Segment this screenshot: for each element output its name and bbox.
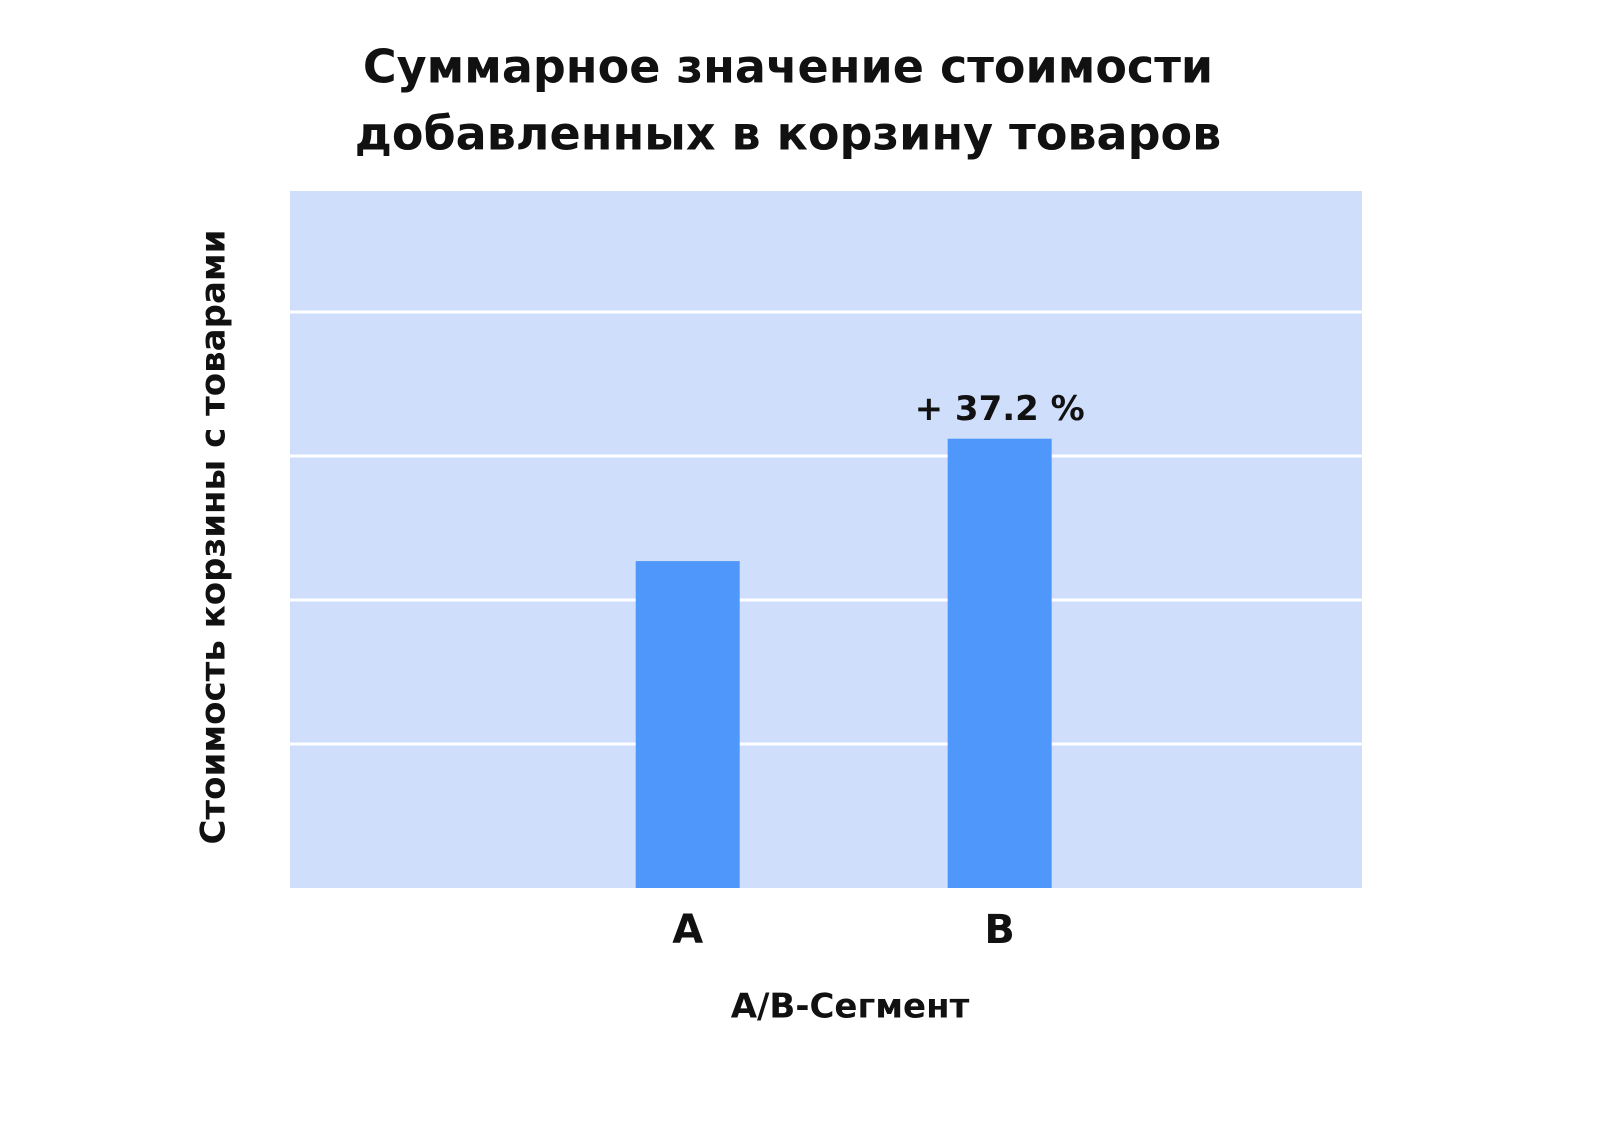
chart-title: Суммарное значение стоимости xyxy=(363,40,1213,94)
x-tick-label: A xyxy=(672,907,703,953)
annotation: + 37.2 % xyxy=(915,389,1085,429)
bar xyxy=(947,438,1052,888)
bar xyxy=(635,561,740,888)
y-axis-label: Стоимость корзины с товарами xyxy=(194,229,234,844)
x-axis-label: A/B-Сегмент xyxy=(731,987,970,1027)
plot-background xyxy=(290,191,1362,888)
chart-title: добавленных в корзину товаров xyxy=(355,107,1221,161)
x-tick-label: B xyxy=(984,907,1015,953)
